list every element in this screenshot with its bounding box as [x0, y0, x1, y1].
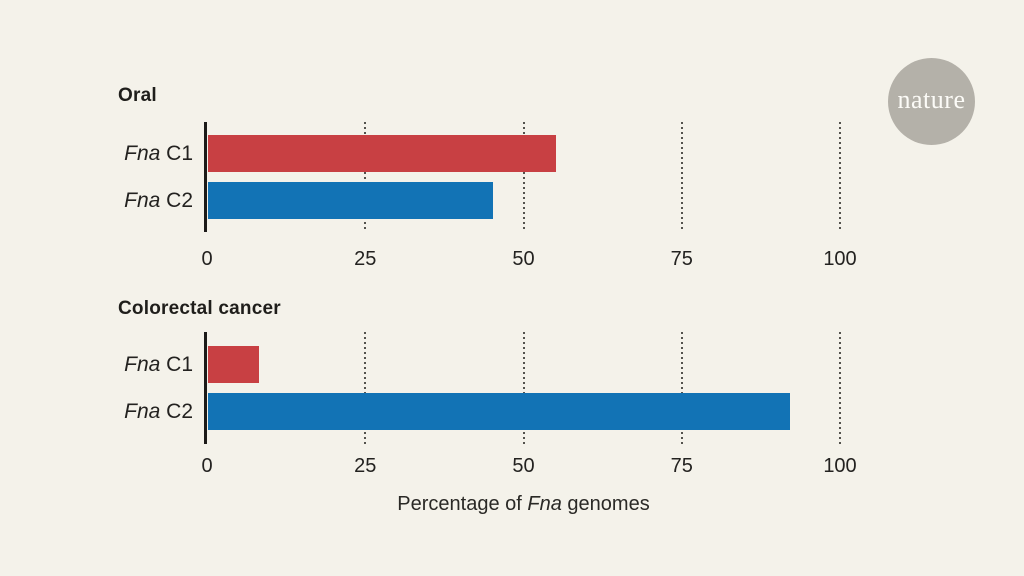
x-tick-75: 75 — [670, 248, 693, 270]
bar-label-fna-c1: Fna C1 — [0, 135, 193, 172]
x-axis-label-prefix: Percentage of — [397, 493, 528, 515]
colorectal-plot-area: Fna C1 Fna C2 — [124, 332, 841, 444]
bar-label-fna-c2: Fna C2 — [0, 393, 193, 430]
bar-label-rest-fna-c2: C2 — [160, 400, 193, 423]
chart-title-oral: Oral — [118, 85, 157, 106]
bar-label-fna-c1: Fna C1 — [0, 346, 193, 383]
x-tick-100: 100 — [823, 455, 857, 477]
bar-fna-c2 — [208, 393, 791, 430]
colorectal-x-axis-ticks: 0 25 50 75 100 — [201, 455, 856, 479]
bar-label-rest-fna-c1: C1 — [160, 353, 193, 376]
gridline-100 — [839, 332, 841, 444]
bar-label-rest-fna-c1: C1 — [160, 142, 193, 165]
nature-logo: nature — [888, 58, 975, 145]
x-axis-label-suffix: genomes — [561, 493, 650, 515]
y-axis-line — [204, 122, 207, 232]
gridline-75 — [680, 332, 683, 444]
gridline-50 — [522, 122, 525, 232]
bar-label-fna-c2: Fna C2 — [0, 182, 193, 219]
x-tick-25: 25 — [354, 455, 377, 477]
x-tick-25: 25 — [354, 248, 377, 270]
bar-label-italic-fna-c1: Fna — [124, 142, 161, 165]
x-axis-label: Percentage of Fna genomes — [207, 492, 840, 516]
bar-label-italic-fna-c2: Fna — [124, 400, 161, 423]
chart-title-colorectal-cancer: Colorectal cancer — [118, 298, 281, 319]
gridline-50 — [522, 332, 525, 444]
gridline-100 — [839, 122, 841, 232]
bar-label-italic-fna-c1: Fna — [124, 353, 161, 376]
x-tick-75: 75 — [670, 455, 693, 477]
bar-fna-c2 — [208, 182, 493, 219]
bar-label-italic-fna-c2: Fna — [124, 189, 161, 212]
x-tick-0: 0 — [201, 455, 213, 477]
oral-plot-area: Fna C1 Fna C2 — [124, 122, 841, 232]
x-tick-100: 100 — [823, 248, 857, 270]
x-tick-0: 0 — [201, 248, 213, 270]
y-axis-line — [204, 332, 207, 444]
oral-x-axis-ticks: 0 25 50 75 100 — [201, 248, 856, 272]
gridline-25 — [364, 332, 367, 444]
bar-label-rest-fna-c2: C2 — [160, 189, 193, 212]
bar-fna-c1 — [208, 135, 557, 172]
x-tick-50: 50 — [512, 248, 535, 270]
x-axis-label-italic-fna: Fna — [527, 493, 562, 515]
gridline-25 — [364, 122, 367, 232]
nature-logo-text: nature — [897, 85, 966, 114]
gridline-75 — [680, 122, 683, 232]
bar-fna-c1 — [208, 346, 259, 383]
x-tick-50: 50 — [512, 455, 535, 477]
